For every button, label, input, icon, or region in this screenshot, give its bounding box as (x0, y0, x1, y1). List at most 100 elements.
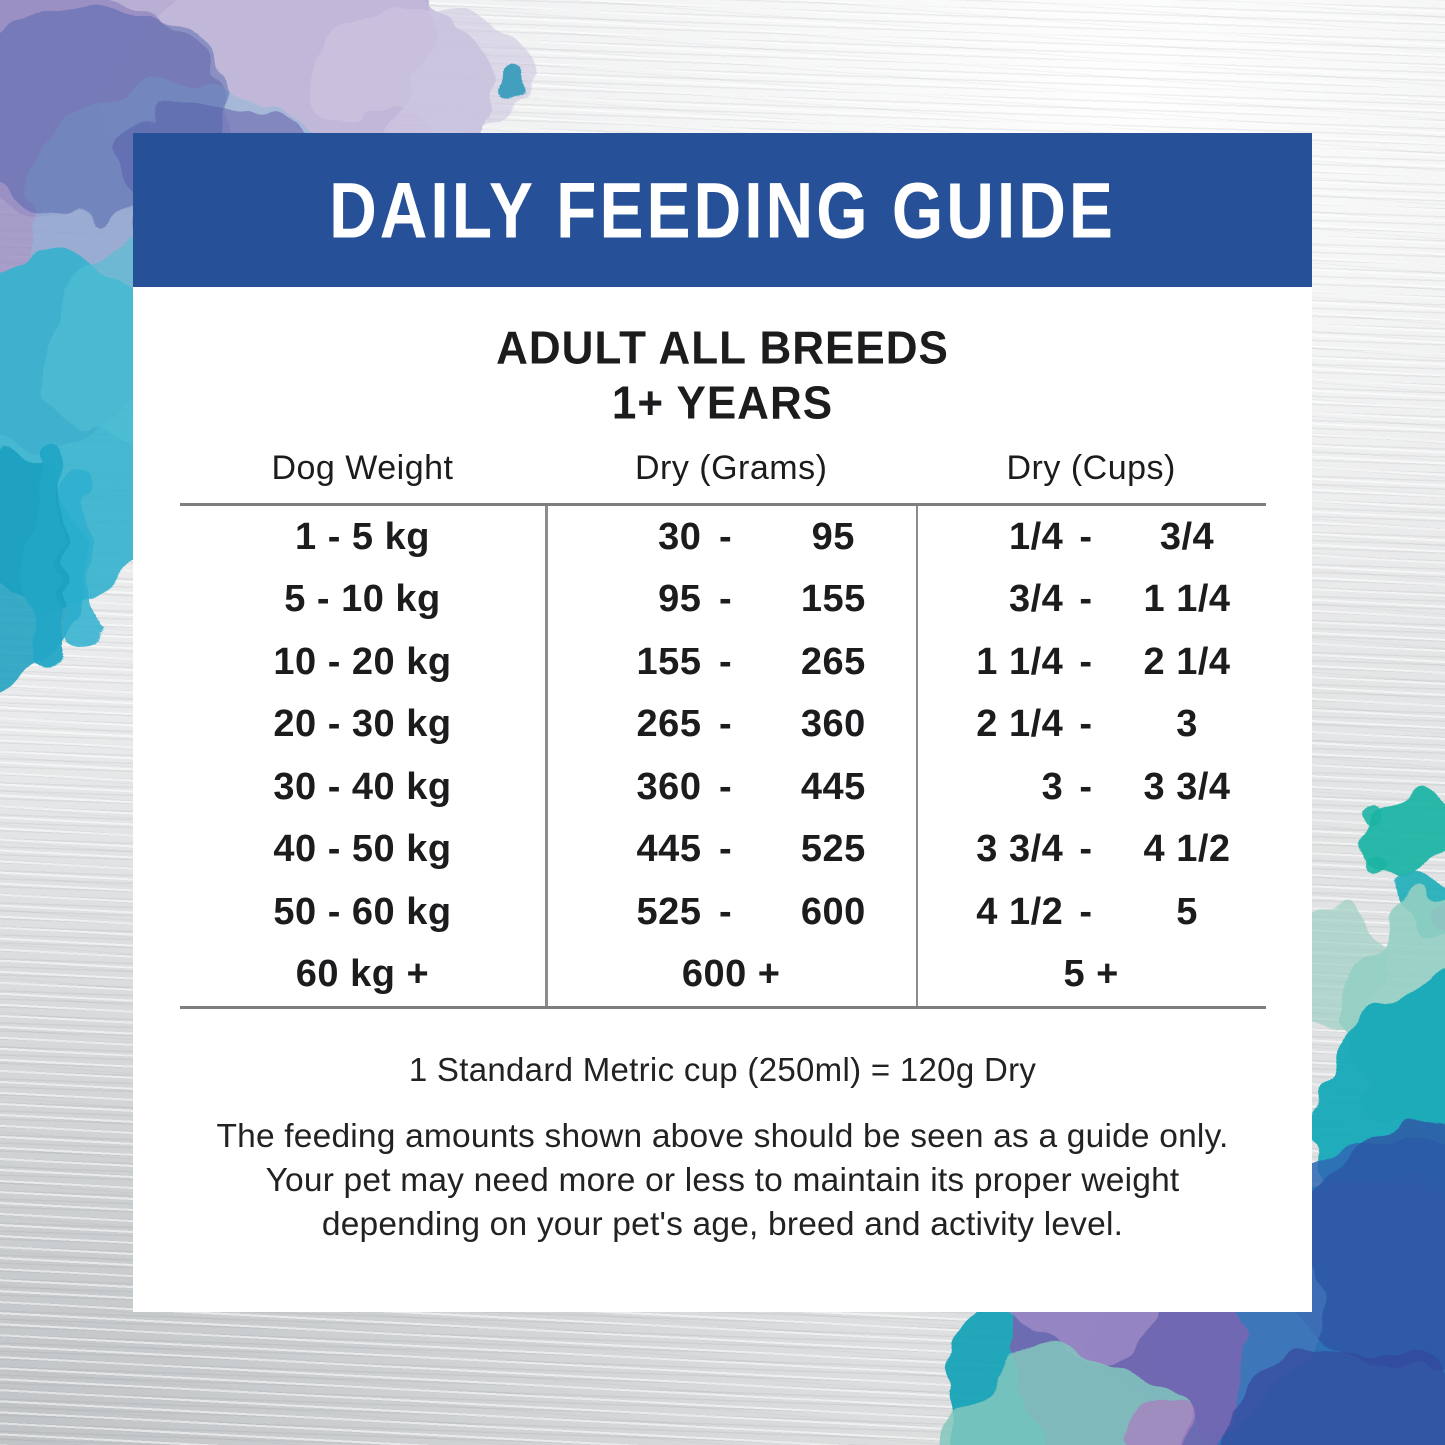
grams-cell-range: 30- 95 (545, 516, 916, 559)
subtitle: ADULT ALL BREEDS 1+ YEARS (133, 321, 1312, 431)
feeding-disclaimer: The feeding amounts shown above should b… (216, 1118, 1229, 1243)
cups-cell-low: 1/4 (1008, 515, 1064, 558)
grams-cell-low: 360 (636, 765, 702, 808)
column-header-dry-cups: Dry (Cups) (1006, 449, 1176, 487)
range-dash: - (719, 890, 733, 933)
cups-cell-high: 3 (1176, 703, 1198, 746)
grams-cell-low: 95 (658, 578, 702, 621)
grams-cell-range: 360- 445 (545, 766, 916, 809)
grams-cell-high: 155 (800, 578, 866, 621)
cups-cell-range: 1/4- 3/4 (917, 516, 1266, 559)
weight-cell: 60 kg + (295, 953, 430, 996)
table-row: 60 kg + 600 + 5 + (180, 944, 1266, 1007)
cups-cell-high: 1 1/4 (1143, 578, 1231, 621)
cups-cell-high: 4 1/2 (1143, 828, 1231, 871)
grams-cell-high: 360 (800, 703, 866, 746)
table-row: 50 - 60 kg 525-600 4 1/2-5 (180, 881, 1266, 944)
cups-cell: 3/4- 1 1/4 (917, 578, 1266, 621)
grams-cell: 155- 265 (545, 641, 916, 684)
range-dash: - (719, 703, 733, 746)
feeding-table: Dog Weight Dry (Grams) Dry (Cups) 1 - 5 … (179, 449, 1266, 1009)
cups-cell-low: 1 1/4 (976, 640, 1064, 683)
cups-cell: 1 1/4- 2 1/4 (917, 641, 1266, 684)
column-divider (915, 506, 919, 1006)
cups-cell-high: 3 3/4 (1143, 765, 1231, 808)
grams-cell-range: 155- 265 (545, 641, 916, 684)
cups-cell: 2 1/4- 3 (917, 703, 1266, 746)
title-banner: DAILY FEEDING GUIDE (133, 133, 1312, 287)
range-dash: - (1079, 515, 1093, 558)
table-row: 30 - 40 kg 360-445 3-3 3/4 (180, 756, 1266, 819)
weight-cell: 50 - 60 kg (273, 890, 452, 933)
range-dash: - (1079, 890, 1093, 933)
grams-cell: 360- 445 (545, 766, 916, 809)
column-header-dog-weight: Dog Weight (271, 449, 454, 487)
range-dash: - (719, 578, 733, 621)
grams-cell-high: 265 (800, 640, 866, 683)
grams-cell-high: 95 (811, 515, 855, 558)
cups-cell-low: 2 1/4 (976, 703, 1064, 746)
weight-cell: 10 - 20 kg (273, 640, 452, 683)
cups-cell-range: 3 3/4- 4 1/2 (917, 828, 1266, 871)
grams-cell: 445- 525 (545, 828, 916, 871)
cup-conversion-note: 1 Standard Metric cup (250ml) = 120g Dry (408, 1051, 1037, 1088)
range-dash: - (1079, 640, 1093, 683)
table-row: 1 - 5 kg 30-95 1/4-3/4 (180, 506, 1266, 569)
range-dash: - (1079, 578, 1093, 621)
grams-cell-high: 525 (800, 828, 866, 871)
table-row: 20 - 30 kg 265-360 2 1/4-3 (180, 694, 1266, 757)
grams-cell-high: 600 (800, 890, 866, 933)
weight-cell: 40 - 50 kg (273, 828, 452, 871)
cups-cell-range: 4 1/2- 5 (917, 891, 1266, 934)
subtitle-line1: ADULT ALL BREEDS (496, 322, 949, 374)
grams-cell-low: 265 (636, 703, 702, 746)
range-dash: - (1079, 765, 1093, 808)
cups-cell-range: 2 1/4- 3 (917, 703, 1266, 746)
cups-cell: 5 + (917, 953, 1266, 996)
cups-cell-value: 5 + (1063, 953, 1119, 996)
grams-cell-range: 525- 600 (545, 891, 916, 934)
column-header-dry-grams: Dry (Grams) (634, 449, 828, 487)
table-row: 10 - 20 kg 155-265 1 1/4- 2 1/4 (180, 631, 1266, 694)
grams-cell: 95- 155 (545, 578, 916, 621)
grams-cell-low: 155 (636, 640, 702, 683)
range-dash: - (1079, 703, 1093, 746)
cups-cell-range: 1 1/4- 2 1/4 (917, 641, 1266, 684)
grams-cell-low: 445 (636, 828, 702, 871)
grams-cell-low: 30 (658, 515, 702, 558)
grams-cell-low: 525 (636, 890, 702, 933)
subtitle-line2: 1+ YEARS (611, 377, 834, 430)
weight-cell: 30 - 40 kg (273, 765, 452, 808)
grams-cell: 265- 360 (545, 703, 916, 746)
grams-cell-range: 95- 155 (545, 578, 916, 621)
grams-cell: 525- 600 (545, 891, 916, 934)
table-row: 5 - 10 kg 95-155 3/4-1 1/4 (180, 569, 1266, 632)
cups-cell-range: 3/4- 1 1/4 (917, 578, 1266, 621)
cups-cell-range: 3- 3 3/4 (917, 766, 1266, 809)
cups-cell-low: 3 3/4 (976, 828, 1064, 871)
grams-cell-range: 265- 360 (545, 703, 916, 746)
grams-cell: 30- 95 (545, 516, 916, 559)
page-title: DAILY FEEDING GUIDE (329, 165, 1116, 255)
cups-cell: 4 1/2- 5 (917, 891, 1266, 934)
feeding-guide-card: DAILY FEEDING GUIDE ADULT ALL BREEDS 1+ … (133, 133, 1312, 1312)
grams-cell-high: 445 (800, 765, 866, 808)
table-row: 40 - 50 kg 445-525 3 3/4-4 1/2 (180, 819, 1266, 882)
cups-cell-low: 4 1/2 (976, 890, 1064, 933)
weight-cell: 5 - 10 kg (284, 578, 441, 621)
weight-cell: 1 - 5 kg (295, 515, 430, 558)
range-dash: - (719, 765, 733, 808)
grams-cell: 600 + (545, 953, 916, 996)
weight-cell: 20 - 30 kg (273, 703, 452, 746)
cups-cell: 3- 3 3/4 (917, 766, 1266, 809)
range-dash: - (719, 515, 733, 558)
cups-cell-high: 2 1/4 (1143, 640, 1231, 683)
cups-cell-high: 5 (1176, 890, 1198, 933)
range-dash: - (719, 828, 733, 871)
range-dash: - (1079, 828, 1093, 871)
grams-cell-value: 600 + (681, 953, 781, 996)
table-body: 1 - 5 kg 30-95 1/4-3/4 5 - 10 kg 95-155 3/4-1… (179, 503, 1266, 1009)
cups-cell: 3 3/4- 4 1/2 (917, 828, 1266, 871)
cups-cell-low: 3/4 (1008, 578, 1064, 621)
